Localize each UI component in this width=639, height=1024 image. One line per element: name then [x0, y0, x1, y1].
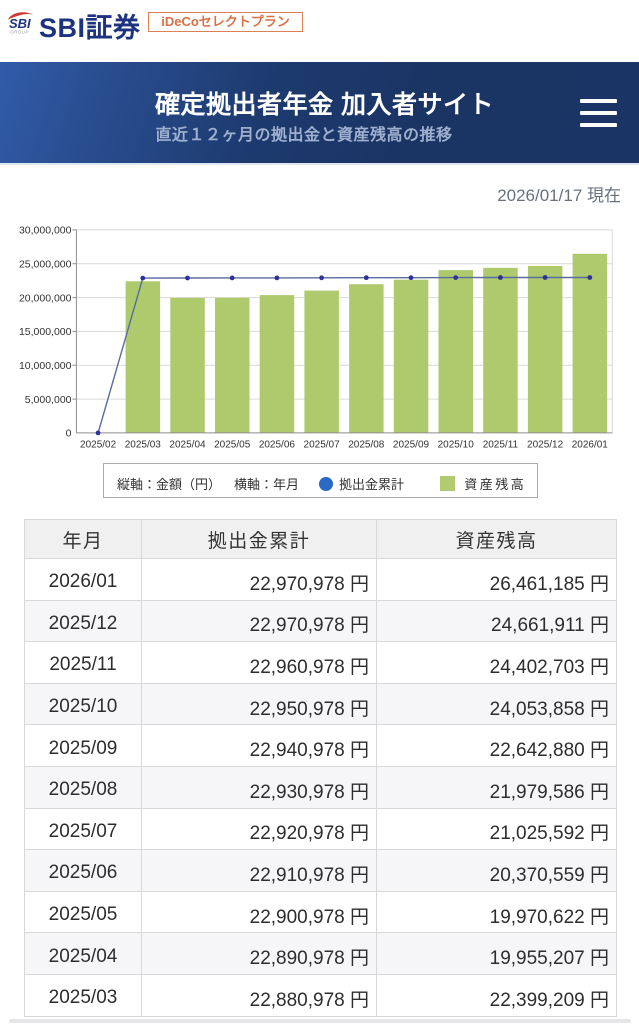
svg-text:2025/02: 2025/02: [80, 440, 117, 451]
svg-text:2025/05: 2025/05: [214, 440, 251, 451]
svg-text:20,000,000: 20,000,000: [19, 292, 72, 304]
svg-text:2025/10: 2025/10: [438, 440, 475, 451]
svg-text:30,000,000: 30,000,000: [19, 225, 72, 237]
svg-text:2025/06: 2025/06: [259, 440, 296, 451]
svg-text:2025/12: 2025/12: [527, 440, 564, 451]
svg-text:SBI: SBI: [9, 16, 31, 31]
svg-text:5,000,000: 5,000,000: [25, 394, 72, 406]
svg-text:2025/03: 2025/03: [125, 440, 162, 451]
svg-text:0: 0: [66, 428, 72, 440]
svg-text:15,000,000: 15,000,000: [19, 326, 72, 338]
svg-text:2025/11: 2025/11: [483, 440, 519, 451]
svg-text:2025/07: 2025/07: [304, 440, 341, 451]
svg-text:10,000,000: 10,000,000: [19, 360, 72, 372]
svg-text:2025/09: 2025/09: [393, 440, 430, 451]
svg-text:2025/08: 2025/08: [348, 440, 385, 451]
svg-text:2025/04: 2025/04: [169, 440, 206, 451]
svg-text:2026/01: 2026/01: [572, 440, 609, 451]
svg-text:GROUP: GROUP: [10, 29, 29, 34]
svg-text:25,000,000: 25,000,000: [19, 258, 72, 270]
